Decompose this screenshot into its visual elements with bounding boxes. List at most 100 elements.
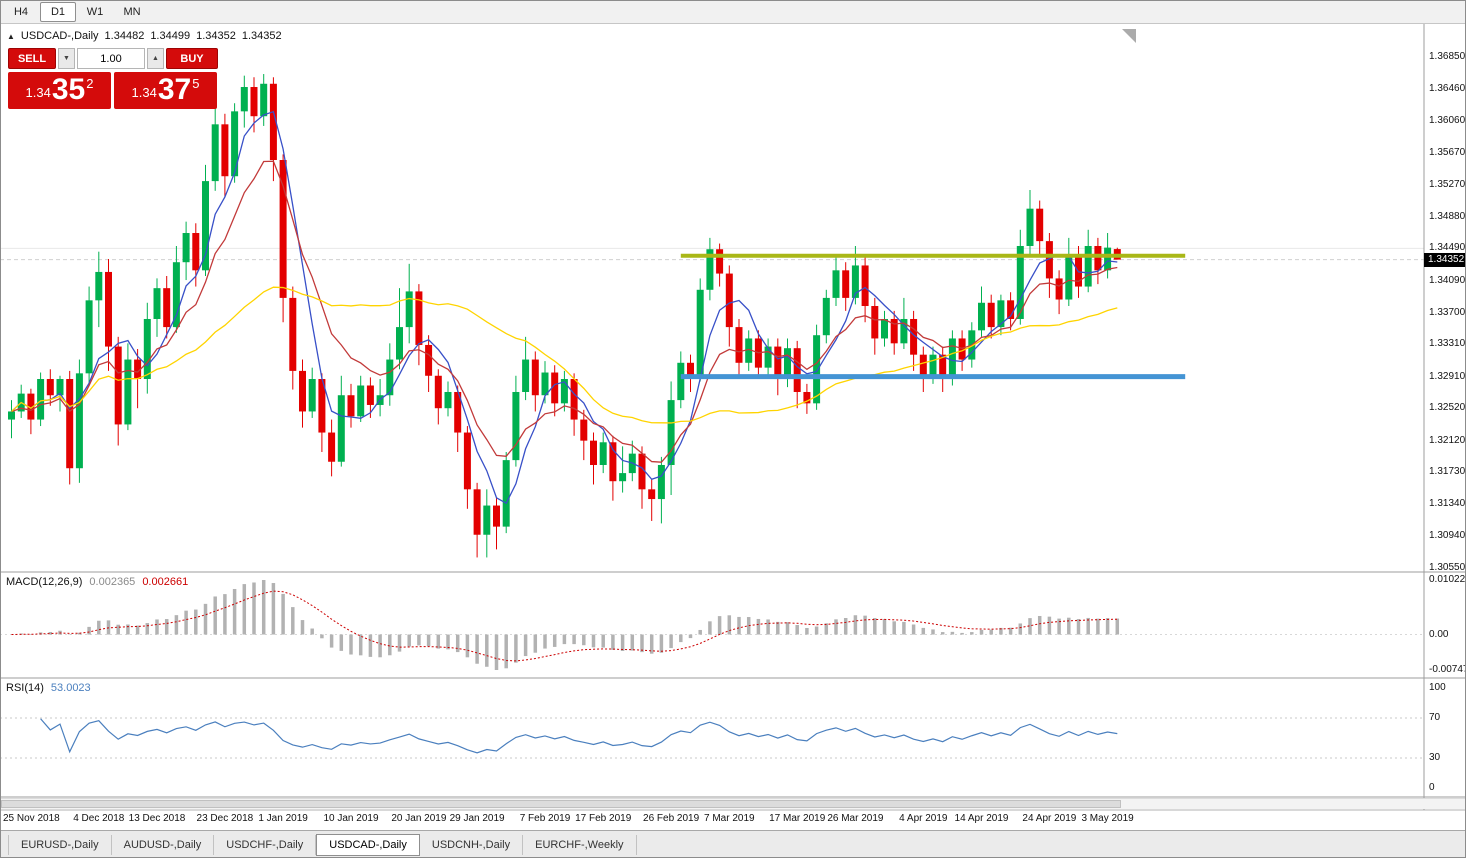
candle-body [143, 318, 151, 380]
candle-body [95, 271, 103, 301]
rsi-name: RSI(14) [6, 682, 44, 694]
candle-body [978, 302, 985, 331]
candle-body [337, 395, 345, 462]
rsi-scale-0: 0 [1429, 782, 1435, 793]
buy-pips: 37 [157, 73, 192, 106]
candle-body [648, 489, 656, 500]
candle-body [551, 372, 559, 404]
timeframe-tab-w1[interactable]: W1 [86, 5, 104, 18]
candle-body [657, 464, 665, 500]
sell-price-box[interactable]: 1.34 35 2 [8, 72, 111, 109]
price-scale[interactable]: 0.010229 0.00 -0.007477 100 70 30 0 1.34… [1424, 24, 1466, 810]
date-label: 14 Apr 2019 [954, 813, 1009, 824]
horizontal-scrollbar[interactable] [0, 798, 1466, 809]
price-scale-label: 1.33310 [1429, 338, 1466, 350]
price-scale-label: 1.32910 [1429, 370, 1466, 382]
volume-increase-button[interactable]: ▲ [147, 48, 164, 69]
ohlc-close: 1.34352 [241, 30, 282, 42]
sell-button[interactable]: SELL [8, 48, 56, 69]
chart-tab-usdcnh-daily[interactable]: USDCNH-,Daily [420, 834, 524, 855]
timeframe-tab-h4[interactable]: H4 [13, 5, 29, 18]
price-scale-label: 1.32520 [1429, 402, 1466, 414]
price-scale-label: 1.30550 [1429, 562, 1466, 573]
rsi-scale-70: 70 [1429, 712, 1441, 723]
chart-tab-usdcad-daily[interactable]: USDCAD-,Daily [316, 833, 420, 856]
candle-body [357, 385, 365, 417]
candle-body [192, 233, 200, 271]
volume-decrease-button[interactable]: ▼ [58, 48, 75, 69]
candle-body [881, 318, 888, 339]
price-scale-label: 1.36850 [1429, 51, 1466, 62]
candle-body [27, 393, 35, 420]
chart-tab-usdchf-daily[interactable]: USDCHF-,Daily [214, 834, 317, 855]
candle-body [522, 359, 530, 392]
candle-body [987, 302, 995, 328]
candle-body [153, 288, 161, 319]
candle-body [590, 440, 597, 465]
candle-body [163, 288, 171, 328]
candle-body [172, 262, 180, 328]
candle-body [231, 111, 239, 177]
candle-body [1055, 278, 1063, 300]
date-label: 17 Mar 2019 [769, 813, 826, 824]
candle-body [939, 354, 947, 380]
candle-body [134, 359, 142, 380]
symbol-header: ▲ USDCAD-,Daily 1.34482 1.34499 1.34352 … [7, 30, 282, 42]
candle-body [570, 379, 578, 420]
candle-body [124, 359, 132, 425]
buy-price-box[interactable]: 1.34 37 5 [114, 72, 217, 109]
candle-body [328, 432, 336, 462]
candle-body [667, 400, 675, 465]
candle-body [502, 460, 510, 527]
candle-body [774, 346, 782, 380]
chart-tab-eurchf-weekly[interactable]: EURCHF-,Weekly [523, 834, 637, 855]
candle-body [580, 419, 588, 441]
chart-tab-audusd-daily[interactable]: AUDUSD-,Daily [112, 834, 215, 855]
time-scale[interactable]: 25 Nov 2018 4 Dec 2018 13 Dec 2018 23 Dec 2… [0, 810, 1424, 830]
candle-body [8, 411, 15, 420]
chevron-up-icon: ▲ [152, 55, 159, 62]
candle-body [764, 346, 772, 368]
scrollbar-thumb[interactable] [1, 800, 1121, 808]
candle-body [415, 291, 423, 345]
candle-body [240, 87, 248, 112]
candle-body [861, 265, 869, 307]
date-label: 7 Feb 2019 [519, 813, 571, 824]
candle-body [289, 297, 297, 371]
price-scale-label: 1.34880 [1429, 210, 1466, 222]
volume-input[interactable] [77, 48, 145, 69]
candle-body [910, 318, 918, 355]
candle-body [1007, 300, 1015, 319]
candle-body [202, 181, 209, 271]
chart-tab-eurusd-daily[interactable]: EURUSD-,Daily [8, 834, 112, 855]
candle-body [716, 249, 724, 274]
one-click-toggle-icon[interactable]: ▲ [7, 31, 15, 41]
candle-body [842, 270, 850, 298]
one-click-trading-panel: SELL ▼ ▲ BUY 1.34 35 2 1.34 37 5 [8, 48, 218, 109]
candle-body [725, 273, 733, 328]
candle-body [677, 362, 685, 401]
candle-body [318, 379, 326, 433]
date-label: 25 Nov 2018 [3, 813, 60, 824]
sell-pips: 35 [51, 73, 86, 106]
timeframe-tab-d1[interactable]: D1 [40, 1, 76, 22]
candle-body [890, 318, 898, 344]
price-scale-label: 1.35670 [1429, 146, 1466, 158]
candle-body [260, 83, 268, 117]
candle-body [347, 395, 355, 417]
ma-slow-yellow [11, 286, 1118, 424]
timeframe-tab-mn[interactable]: MN [123, 5, 141, 18]
candle-body [696, 289, 704, 376]
candle-body [75, 373, 83, 469]
candle-body [56, 379, 64, 396]
macd-signal-value: 0.002661 [142, 576, 189, 588]
candle-body [299, 370, 306, 412]
sell-pipette: 2 [86, 76, 94, 91]
candle-body [531, 359, 539, 396]
price-scale-label: 1.36460 [1429, 82, 1466, 94]
candle-body [687, 362, 694, 376]
candle-body [822, 297, 830, 336]
ohlc-low: 1.34352 [196, 30, 236, 42]
buy-button[interactable]: BUY [166, 48, 218, 69]
